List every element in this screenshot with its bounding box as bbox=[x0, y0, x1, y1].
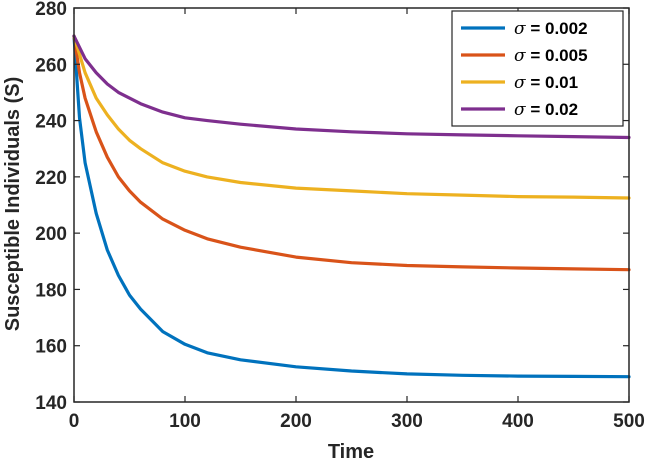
y-axis-label: Susceptible Individuals (S) bbox=[2, 77, 24, 332]
x-axis-ticks: 0 100 200 300 400 500 bbox=[69, 8, 645, 432]
x-axis-label: Time bbox=[328, 441, 374, 463]
legend-value: = 0.002 bbox=[526, 19, 588, 38]
y-axis-ticks: 140 160 180 200 220 240 260 280 bbox=[35, 0, 629, 414]
x-tick-label: 300 bbox=[391, 411, 423, 432]
y-tick-label: 280 bbox=[35, 0, 67, 20]
legend-sigma-symbol: σ bbox=[514, 19, 526, 39]
x-tick-label: 100 bbox=[169, 411, 201, 432]
y-tick-label: 260 bbox=[35, 55, 67, 76]
y-tick-label: 140 bbox=[35, 393, 67, 414]
legend-value: = 0.005 bbox=[526, 46, 588, 65]
legend-sigma-symbol: σ bbox=[514, 73, 526, 93]
legend-label-3: σ = 0.01 bbox=[514, 73, 578, 93]
series-line-2 bbox=[72, 34, 631, 272]
legend-value: = 0.02 bbox=[526, 100, 578, 119]
legend-label-1: σ = 0.002 bbox=[514, 19, 588, 39]
series-line-3 bbox=[72, 34, 631, 200]
legend-sigma-symbol: σ bbox=[514, 100, 526, 120]
x-tick-label: 400 bbox=[502, 411, 534, 432]
legend-box bbox=[451, 10, 624, 127]
x-tick-label: 0 bbox=[69, 411, 80, 432]
y-tick-label: 220 bbox=[35, 168, 67, 189]
series-line-4 bbox=[72, 34, 631, 140]
y-tick-label: 200 bbox=[35, 224, 67, 245]
y-tick-label: 240 bbox=[35, 112, 67, 133]
series-line-1 bbox=[72, 34, 631, 379]
legend-sigma-symbol: σ bbox=[514, 46, 526, 66]
axes-box bbox=[73, 7, 630, 403]
plot-area bbox=[72, 34, 631, 379]
y-tick-label: 180 bbox=[35, 280, 67, 301]
x-tick-label: 200 bbox=[280, 411, 312, 432]
legend-label-2: σ = 0.005 bbox=[514, 46, 588, 66]
legend-label-4: σ = 0.02 bbox=[514, 100, 578, 120]
x-tick-label: 500 bbox=[613, 411, 645, 432]
y-tick-label: 160 bbox=[35, 337, 67, 358]
legend-value: = 0.01 bbox=[526, 73, 578, 92]
